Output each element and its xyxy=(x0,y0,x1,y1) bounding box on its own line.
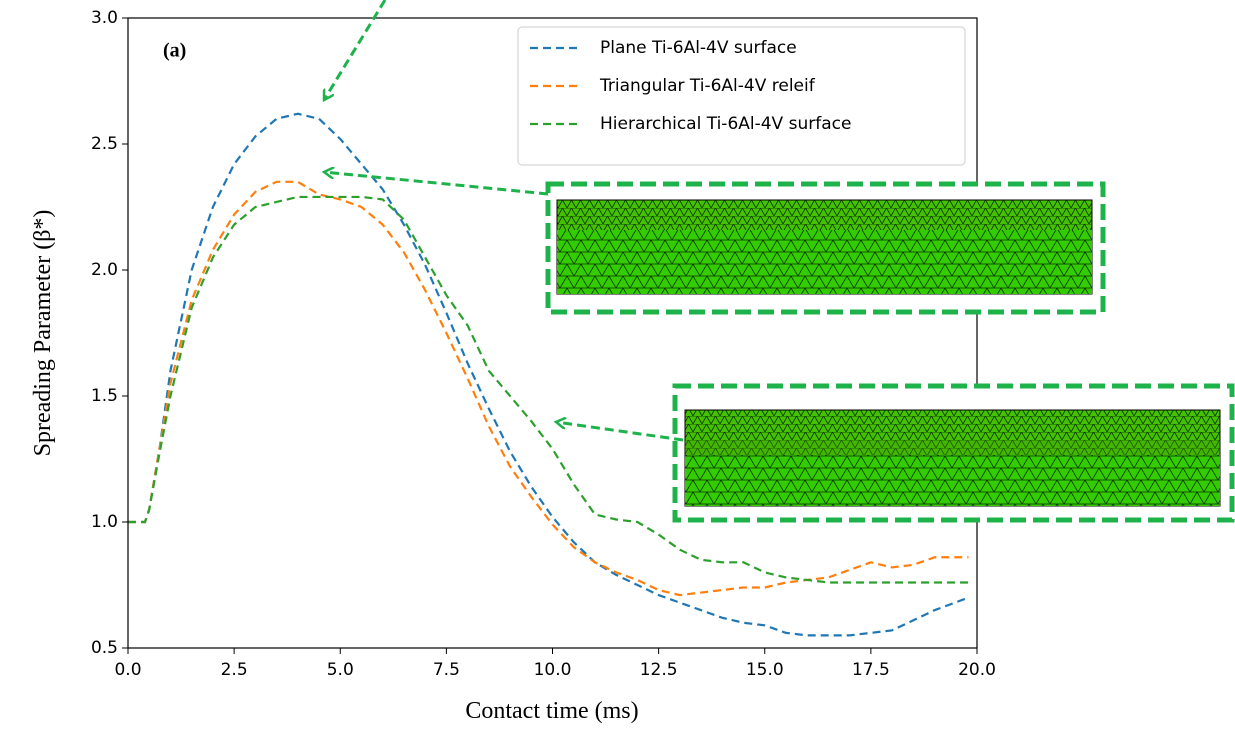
series-line xyxy=(128,112,969,637)
y-tick-label: 0.5 xyxy=(91,638,118,658)
panel-label: (a) xyxy=(163,40,186,62)
x-tick-label: 20.0 xyxy=(958,660,996,680)
series-line xyxy=(128,195,969,584)
mesh-image xyxy=(685,455,1220,506)
y-tick-label: 1.5 xyxy=(91,386,118,406)
legend-frame xyxy=(517,26,966,166)
arrows xyxy=(322,0,684,442)
inset-mesh xyxy=(545,181,1235,523)
arrow xyxy=(322,0,387,100)
legend-label: Plane Ti-6Al-4V surface xyxy=(600,38,797,58)
plot-frame xyxy=(127,17,978,649)
legend: Plane Ti-6Al-4V surface Triangular Ti-6Al… xyxy=(517,26,966,166)
x-tick-label: 15.0 xyxy=(746,660,784,680)
x-tick-label: 7.5 xyxy=(433,660,460,680)
x-tick-label: 10.0 xyxy=(534,660,572,680)
legend-label: Hierarchical Ti-6Al-4V surface xyxy=(600,114,851,134)
legend-label: Triangular Ti-6Al-4V releif xyxy=(599,76,816,96)
x-tick-label: 2.5 xyxy=(221,660,248,680)
x-tick-label: 0.0 xyxy=(114,660,141,680)
x-axis-label: Contact time (ms) xyxy=(465,698,638,724)
arrow xyxy=(556,422,684,442)
plot-area: 0.0 2.5 5.0 7.5 10.0 12.5 15.0 17.5 20.0 0.5 1.0 1.… xyxy=(91,8,996,680)
y-tick-label: 2.0 xyxy=(91,260,118,280)
mesh-image xyxy=(557,230,1092,294)
y-tick-label: 1.0 xyxy=(91,512,118,532)
y-axis-label: Spreading Parameter (β*) xyxy=(30,210,56,457)
x-tick-label: 12.5 xyxy=(640,660,678,680)
y-tick-label: 2.5 xyxy=(91,134,118,154)
x-tick-label: 5.0 xyxy=(327,660,354,680)
y-tick-label: 3.0 xyxy=(91,8,118,28)
x-tick-label: 17.5 xyxy=(852,660,890,680)
arrow xyxy=(324,172,549,196)
